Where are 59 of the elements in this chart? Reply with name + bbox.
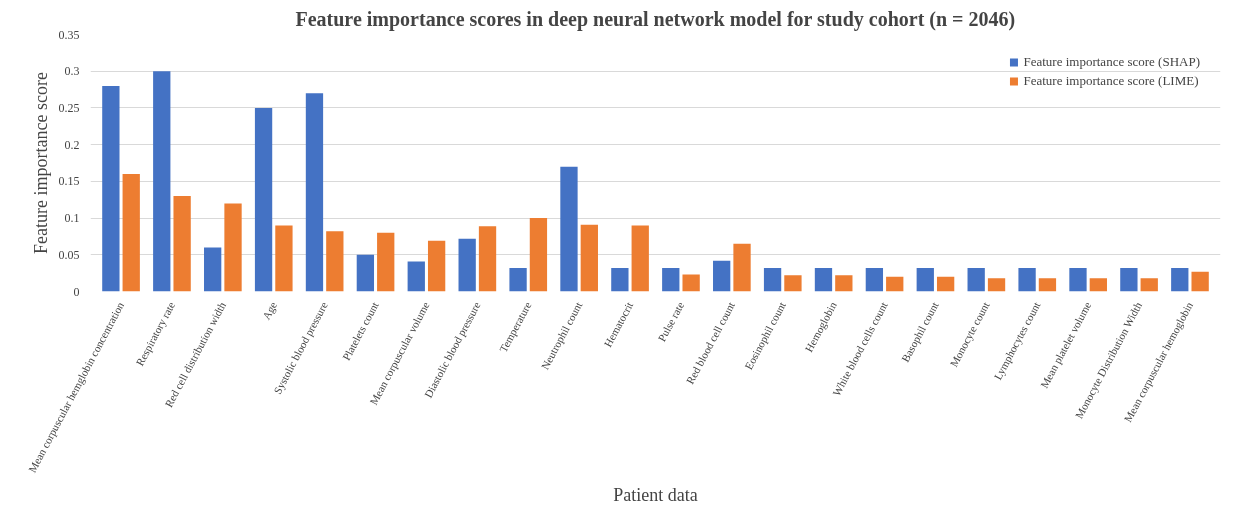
bar	[784, 275, 802, 292]
bar	[356, 254, 375, 292]
bar	[682, 274, 700, 292]
chart-title: Feature importance scores in deep neural network model for study cohort (n = 2046)	[295, 7, 1016, 31]
bar	[275, 225, 293, 292]
bar	[580, 224, 598, 292]
bar	[1069, 268, 1087, 292]
bar	[987, 278, 1006, 292]
bar	[326, 231, 344, 292]
bar	[814, 268, 833, 292]
bar	[427, 240, 446, 292]
bar	[886, 276, 904, 292]
bar	[478, 226, 497, 292]
bar	[1140, 278, 1158, 292]
bar	[916, 268, 934, 292]
x-tick-label: Age	[259, 299, 280, 322]
y-tick-label: 0.05	[58, 247, 80, 262]
bar	[153, 71, 171, 292]
bar	[835, 275, 853, 292]
bar	[254, 107, 273, 292]
y-tick-label: 0.1	[64, 211, 80, 226]
bar	[1171, 268, 1189, 292]
x-tick-label: Pulse rate	[655, 299, 687, 344]
bar	[865, 268, 884, 292]
y-tick-label: 0.15	[58, 174, 80, 189]
y-axis-title: Feature importance score	[30, 72, 51, 254]
legend-label: Feature importance score (SHAP)	[1023, 54, 1200, 70]
bar	[1089, 278, 1107, 292]
bar	[224, 203, 242, 292]
bar	[529, 218, 548, 292]
bar	[407, 261, 425, 292]
y-tick-label: 0.35	[58, 27, 80, 42]
bar	[1018, 268, 1036, 292]
bar	[1191, 271, 1209, 292]
bar	[611, 268, 629, 292]
y-tick-label: 0.2	[64, 137, 80, 152]
y-tick-label: 0.25	[58, 100, 80, 115]
bar	[102, 85, 120, 292]
bar	[1120, 268, 1138, 292]
bar	[763, 268, 782, 292]
legend-label: Feature importance score (LIME)	[1023, 73, 1199, 89]
bar	[377, 232, 395, 292]
bar	[936, 276, 955, 292]
bar	[509, 268, 527, 292]
x-axis-title: Patient data	[613, 485, 698, 506]
bar	[713, 260, 731, 292]
bar	[662, 268, 680, 292]
bar	[122, 174, 140, 292]
bar	[733, 243, 751, 292]
bar	[173, 196, 191, 292]
bar	[560, 166, 578, 292]
bar	[967, 268, 985, 292]
y-tick-label: 0.3	[64, 64, 80, 79]
y-tick-label: 0	[73, 284, 80, 299]
bar	[204, 247, 222, 292]
bar	[631, 225, 649, 292]
bar	[305, 93, 324, 292]
bar	[458, 238, 476, 292]
bar	[1038, 278, 1057, 292]
